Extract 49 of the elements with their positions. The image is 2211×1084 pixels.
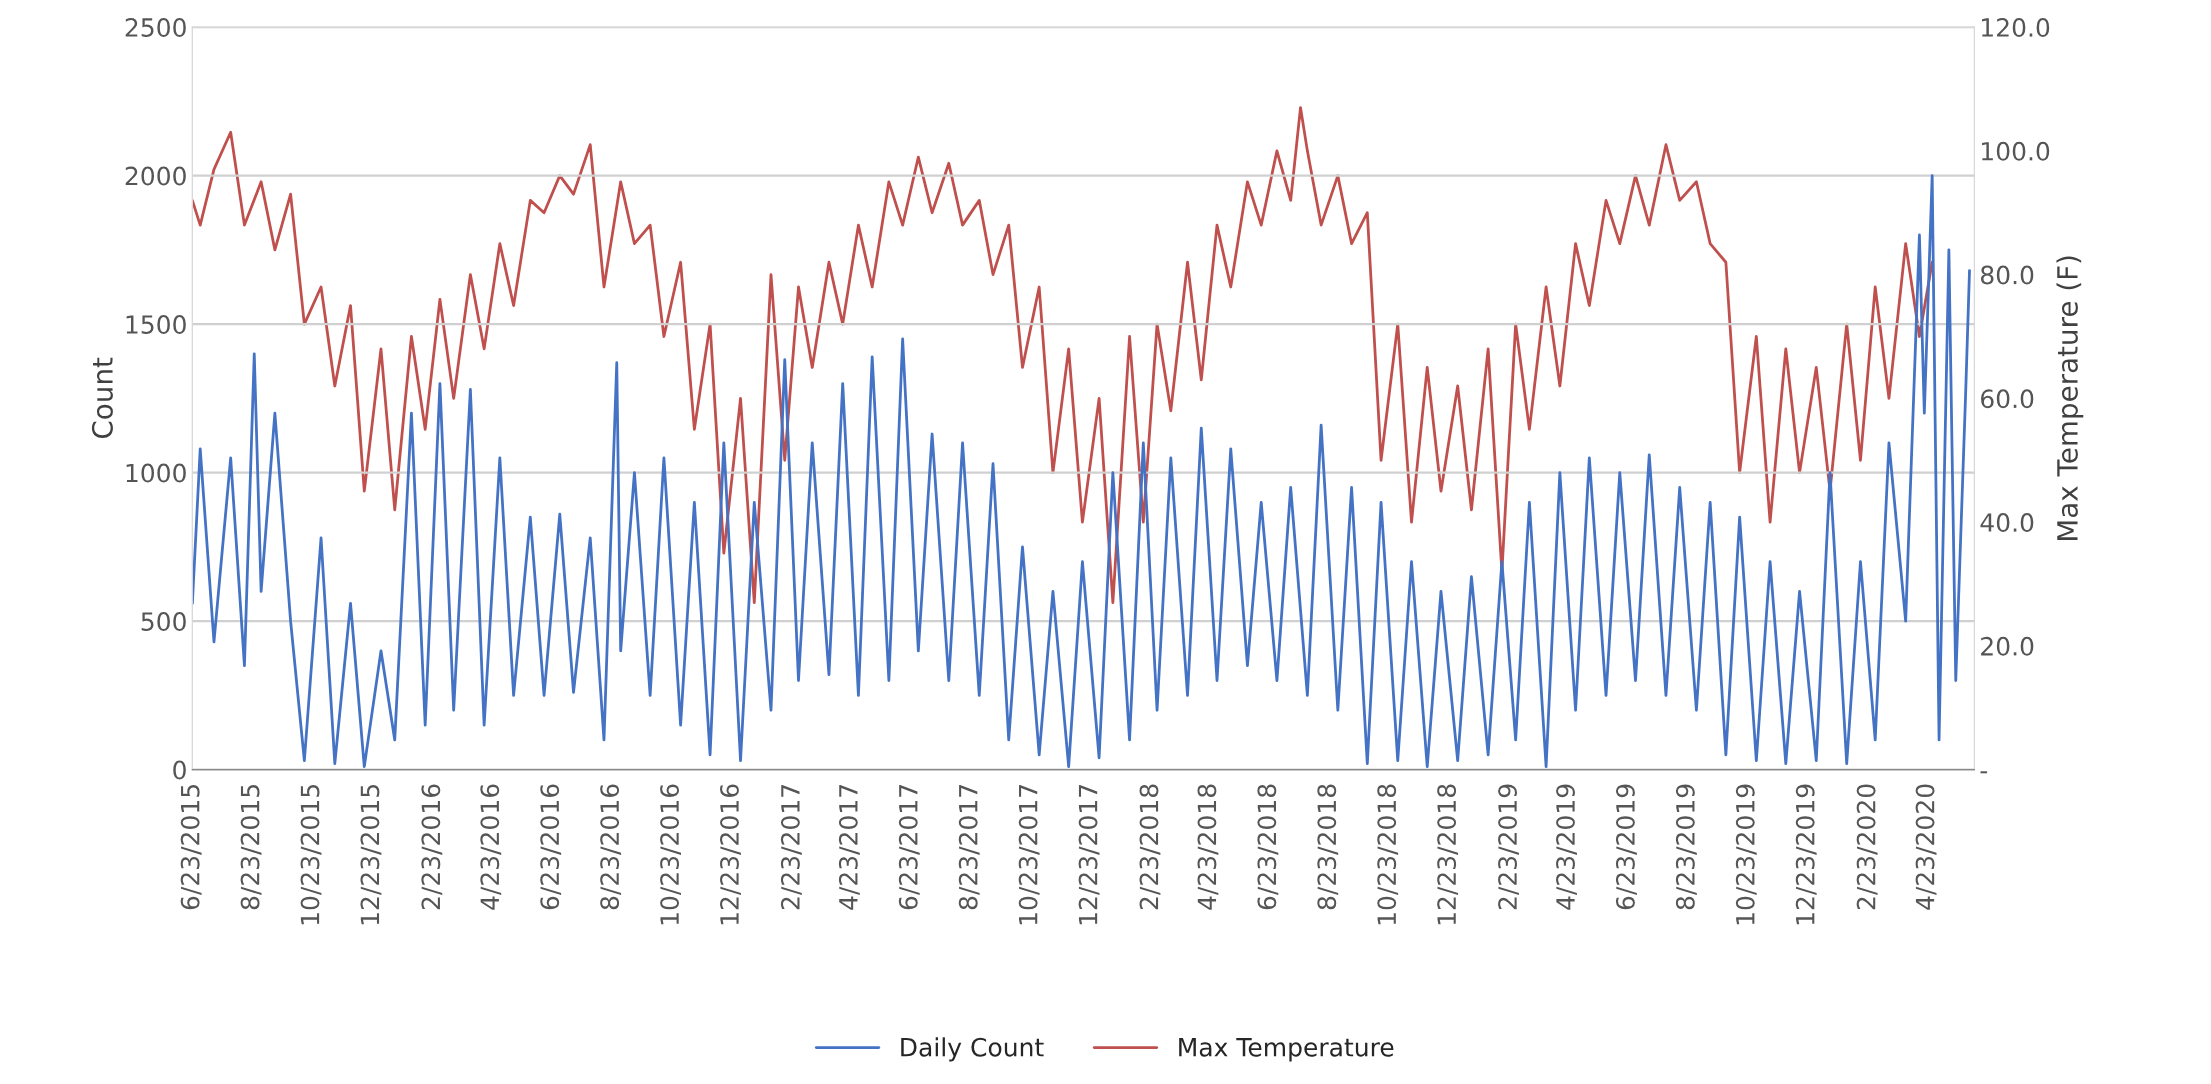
- x-tick-label: 10/23/2016: [660, 784, 681, 925]
- x-tick-label: 12/23/2015: [360, 785, 382, 925]
- line-series: [192, 106, 1934, 604]
- y2-axis-title: Max Temperature (F): [2056, 256, 2084, 540]
- x-tick-label: 8/23/2018: [1317, 784, 1339, 910]
- x-tick-label: 8/23/2019: [1675, 784, 1697, 910]
- x-tick-label: 4/23/2019: [1556, 784, 1577, 910]
- x-tick-label: 10/23/2015: [300, 785, 322, 925]
- y2-tick-label: 40.0: [1980, 513, 2034, 532]
- x-tick-label: 2/23/2020: [1856, 784, 1878, 910]
- y-axis-title: Count: [91, 357, 113, 439]
- y-tick-label: 2000: [125, 166, 186, 186]
- x-tick-label: 10/23/2017: [1018, 784, 1040, 925]
- x-tick-label: 4/23/2020: [1915, 784, 1937, 910]
- y-tick-label: 500: [141, 612, 186, 631]
- x-tick-label: 12/23/2017: [1078, 784, 1100, 925]
- x-tick-label: 8/23/2017: [958, 784, 980, 910]
- y2-tick-label: 120.0: [1982, 18, 2050, 37]
- x-tick-label: 6/23/2016: [540, 784, 562, 910]
- x-tick-label: 2/23/2018: [1139, 784, 1161, 910]
- y2-tick-label: 80.0: [1980, 265, 2034, 285]
- y2-tick-label: 20.0: [1981, 636, 2034, 656]
- x-tick-label: 6/23/2017: [898, 784, 920, 910]
- x-tick-label: 12/23/2016: [720, 784, 741, 925]
- x-tick-label: 10/23/2019: [1735, 784, 1757, 925]
- x-tick-label: 8/23/2015: [240, 785, 262, 910]
- x-tick-label: 12/23/2018: [1437, 784, 1459, 925]
- x-tick-label: 8/23/2016: [600, 784, 622, 910]
- y-tick-label: 1000: [126, 463, 186, 483]
- x-tick-label: 2/23/2017: [780, 784, 802, 910]
- x-tick-label: 4/23/2016: [480, 784, 502, 910]
- x-tick-label: 6/23/2019: [1615, 784, 1637, 910]
- x-tick-label: 6/23/2018: [1257, 784, 1279, 910]
- x-tick-label: 10/23/2018: [1377, 784, 1399, 925]
- x-tick-label: 6/23/2015: [180, 785, 202, 910]
- x-tick-label: 4/23/2018: [1197, 784, 1219, 910]
- legend-label: Daily Count: [901, 1037, 1044, 1062]
- y2-tick-label: -: [1980, 771, 1988, 774]
- x-tick-label: 12/23/2019: [1795, 784, 1817, 925]
- y-tick-label: 1500: [126, 315, 186, 334]
- legend-label: Max Temperature: [1179, 1038, 1394, 1062]
- x-tick-label: 2/23/2019: [1498, 784, 1519, 910]
- y2-tick-label: 60.0: [1981, 389, 2034, 409]
- y-tick-label: 0: [173, 760, 186, 780]
- y2-tick-label: 100.0: [1982, 141, 2050, 161]
- x-tick-label: 2/23/2016: [421, 784, 443, 910]
- line-series: [192, 174, 1971, 769]
- x-tick-label: 4/23/2017: [838, 784, 860, 910]
- y-tick-label: 2500: [125, 18, 186, 37]
